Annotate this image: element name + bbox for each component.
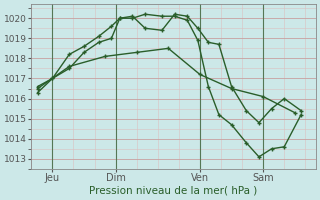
X-axis label: Pression niveau de la mer( hPa ): Pression niveau de la mer( hPa ) [90, 186, 258, 196]
